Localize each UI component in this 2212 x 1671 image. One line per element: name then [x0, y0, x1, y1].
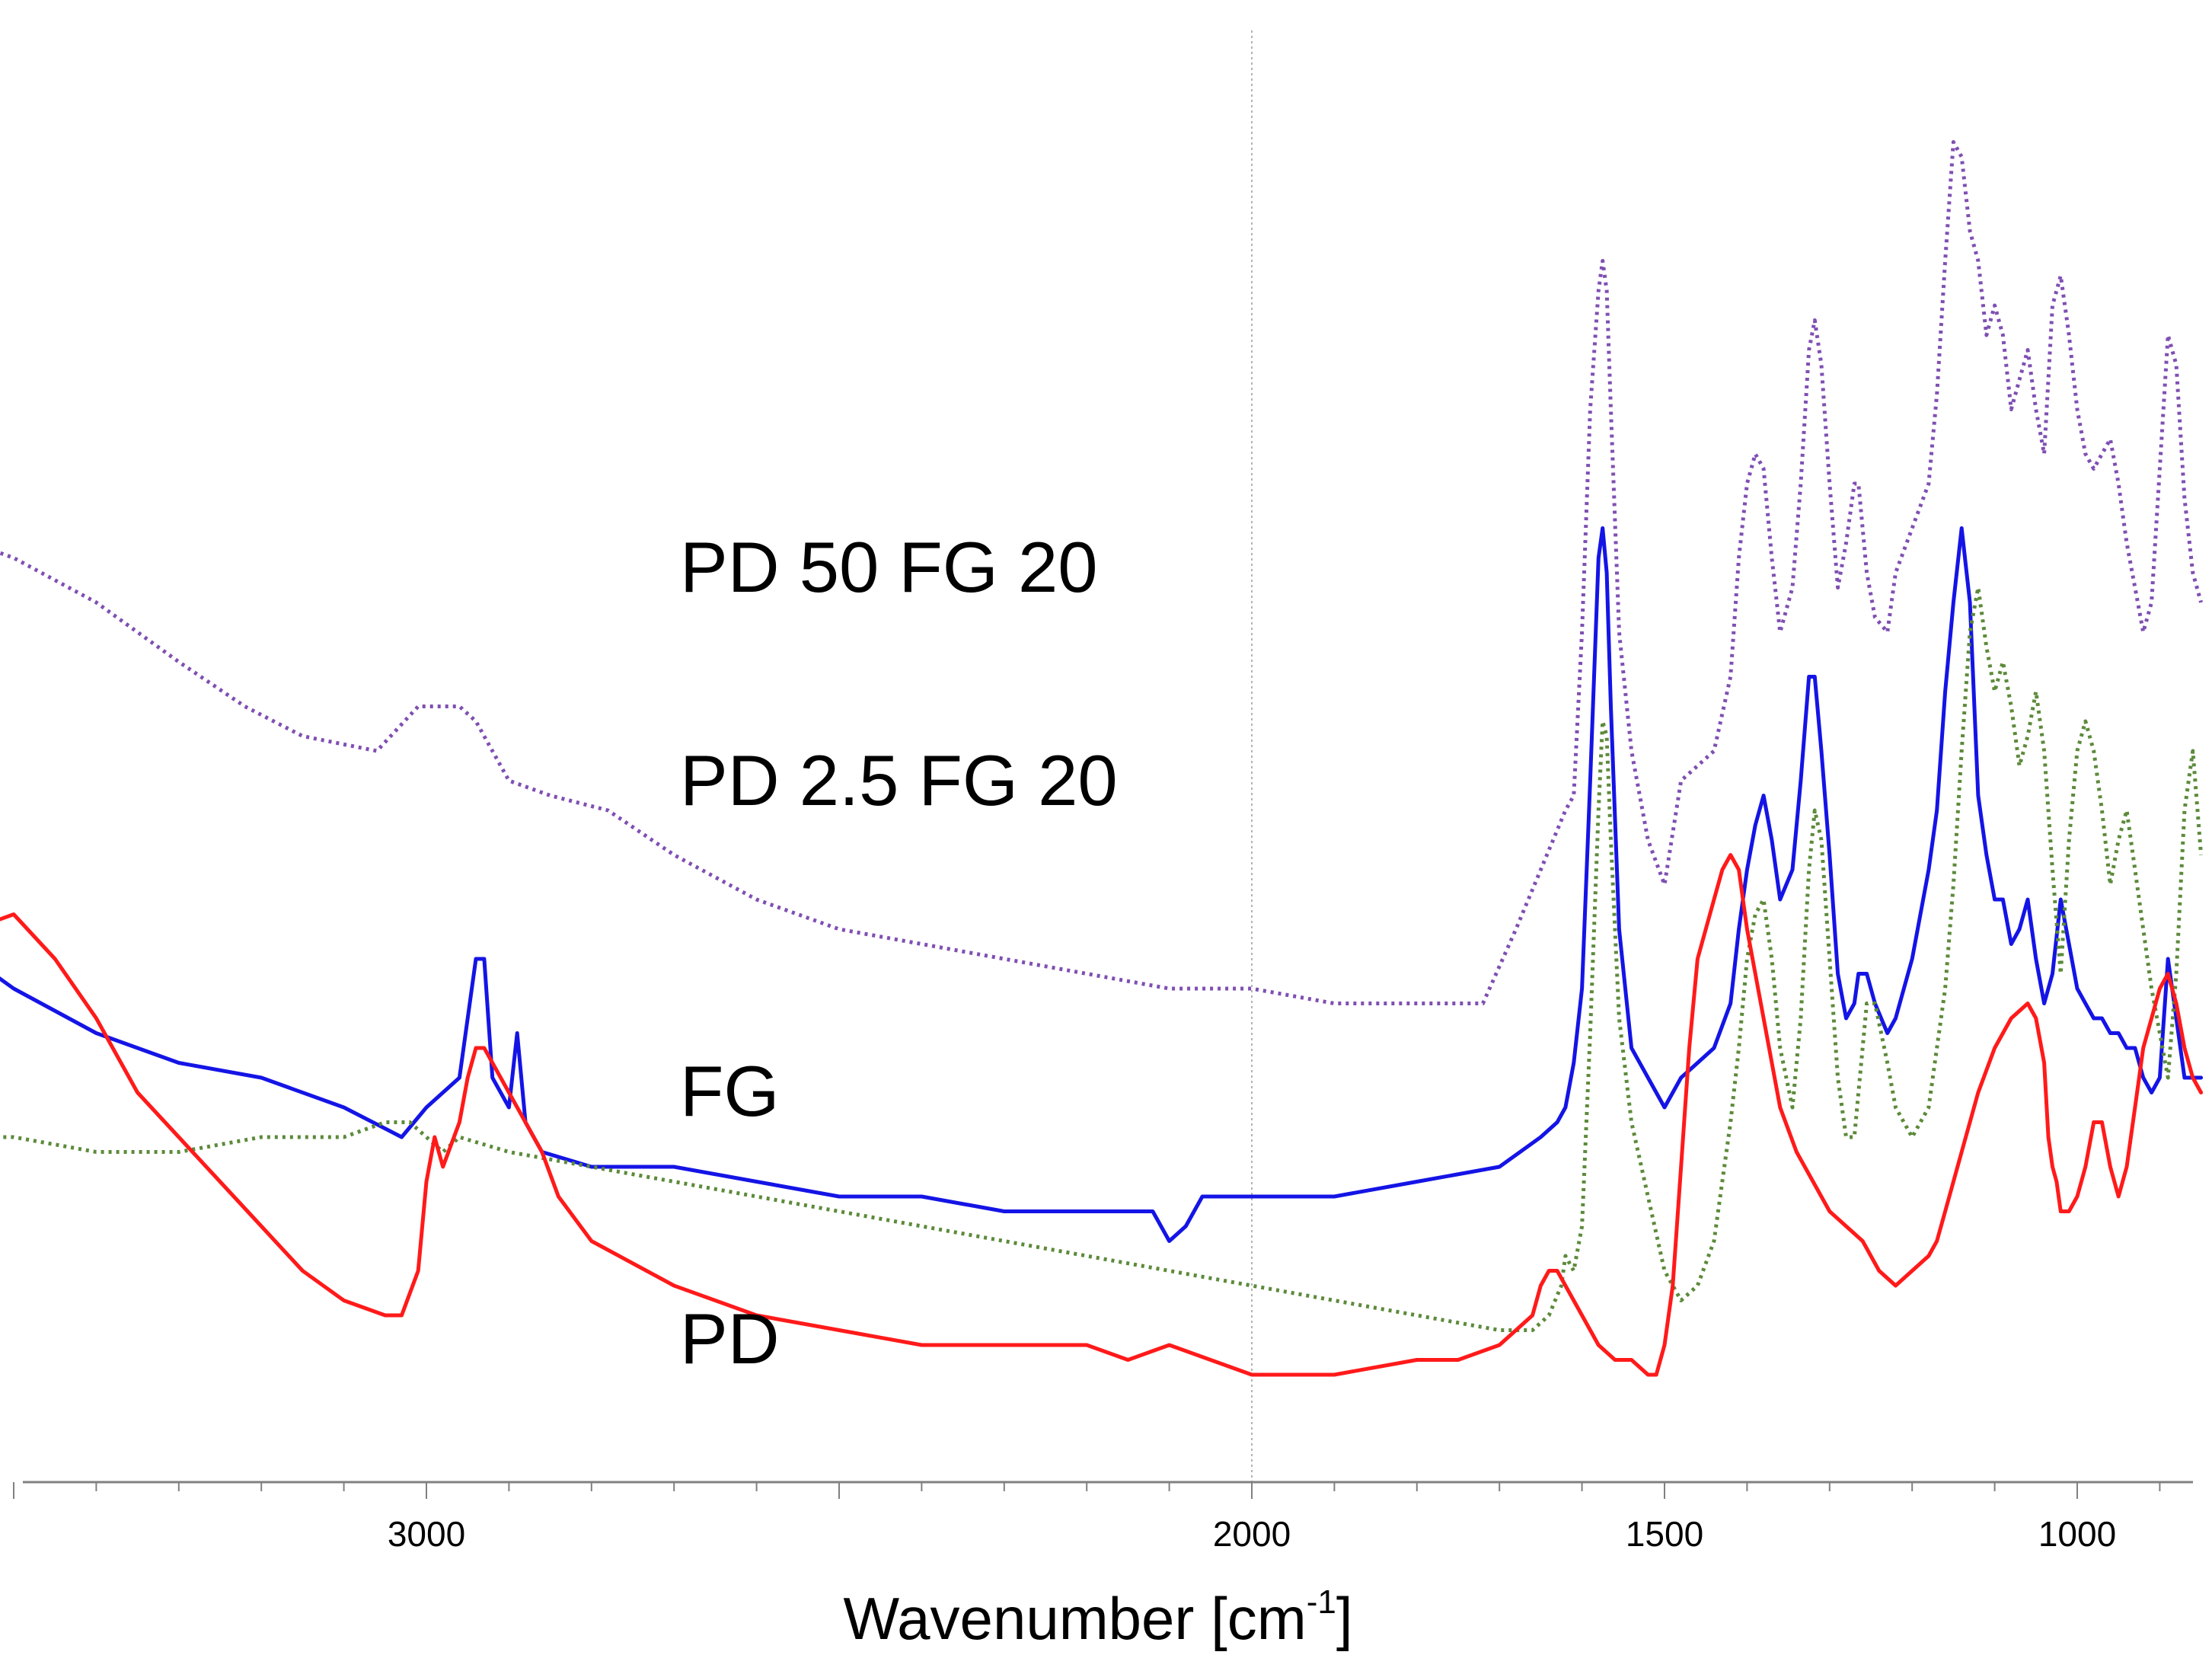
series-line-pd-2-5-fg-20 — [0, 526, 2204, 1243]
x-tick-label: 1000 — [2038, 1514, 2116, 1554]
x-tick-label: 1500 — [1626, 1514, 1703, 1554]
series-line-pd — [0, 853, 2204, 1377]
x-tick-label: 3000 — [388, 1514, 465, 1554]
series-label-pd25fg20: PD 2.5 FG 20 — [680, 740, 1118, 820]
series-layer — [0, 140, 2204, 1377]
x-tick-label: 2000 — [1213, 1514, 1291, 1554]
series-line-pd-50-fg-20 — [0, 140, 2204, 1005]
x-axis-ticks: 3000 2000 1500 1000 — [13, 1482, 2161, 1554]
x-axis-title: Wavenumber [cm-1] — [843, 1583, 1352, 1652]
series-label-pd: PD — [680, 1299, 780, 1379]
series-label-pd50fg20: PD 50 FG 20 — [680, 527, 1098, 607]
series-line-fg — [0, 586, 2204, 1332]
series-label-fg: FG — [680, 1051, 780, 1131]
